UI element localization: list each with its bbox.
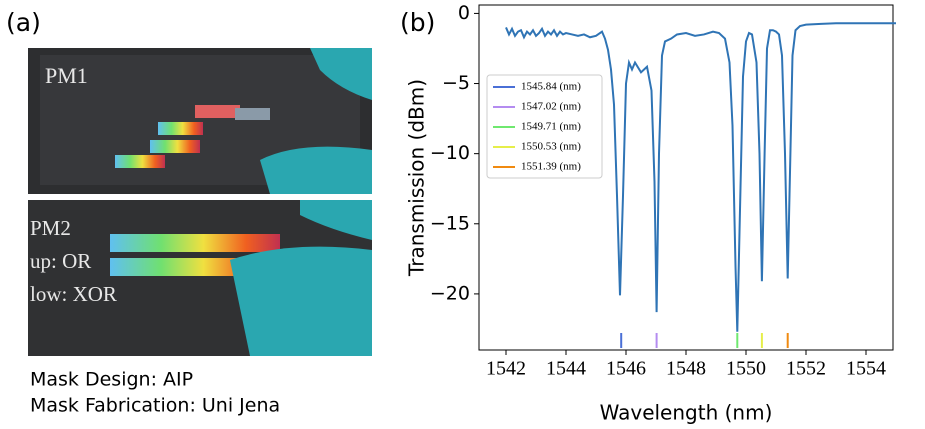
x-tick-label: 1552 [786, 358, 826, 380]
legend-label: 1551.39 (nm) [521, 161, 581, 173]
panel-label: (a) [6, 8, 41, 37]
y-tick-label: −10 [430, 142, 470, 164]
y-tick-label: −15 [430, 212, 470, 234]
photo-label: up: OR [30, 249, 91, 273]
legend-label: 1547.02 (nm) [521, 101, 581, 113]
legend-box [486, 74, 603, 179]
y-axis-label: Transmission (dBm) [405, 79, 429, 277]
panel-label: (b) [400, 8, 435, 37]
photo: PM1 [28, 48, 372, 194]
photo-label: PM2 [30, 216, 71, 240]
caption: Mask Design: AIP [30, 369, 193, 391]
photo-label: PM1 [45, 63, 88, 88]
photo: PM2 up: OR low: XOR [28, 200, 372, 356]
y-tick-label: −20 [430, 282, 470, 304]
x-tick-label: 1548 [666, 358, 706, 380]
spectrum-line [505, 22, 896, 332]
y-tick-label: −5 [442, 72, 470, 94]
photo-label: low: XOR [30, 282, 117, 306]
x-tick-label: 1550 [726, 358, 766, 380]
y-tick-label: 0 [458, 2, 470, 24]
x-tick-label: 1542 [486, 358, 526, 380]
x-tick-label: 1544 [546, 358, 586, 380]
legend-label: 1549.71 (nm) [521, 121, 581, 133]
legend-label: 1545.84 (nm) [521, 81, 581, 93]
x-axis-label: Wavelength (nm) [600, 401, 773, 425]
x-tick-label: 1546 [606, 358, 646, 380]
x-tick-label: 1554 [846, 358, 886, 380]
legend-label: 1550.53 (nm) [521, 141, 581, 153]
caption: Mask Fabrication: Uni Jena [30, 395, 280, 417]
